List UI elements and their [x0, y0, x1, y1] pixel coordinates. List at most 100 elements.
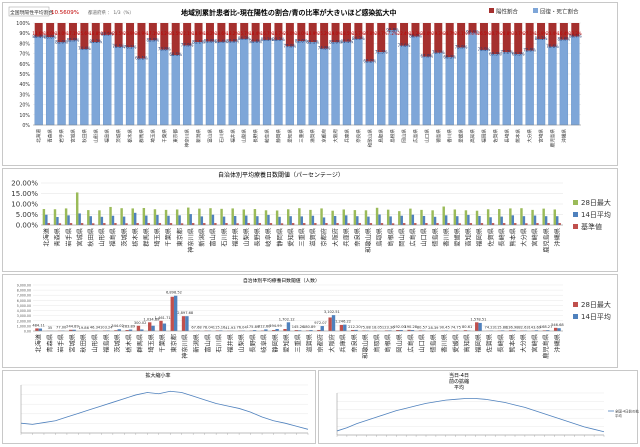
recovered-data-label: 77.0% — [284, 43, 297, 48]
recovered-data-label: 88.5% — [101, 32, 114, 37]
recovered-data-label: 82.9% — [67, 37, 80, 42]
max28-bar — [253, 209, 257, 225]
count-avg14-bar — [162, 323, 167, 331]
positive-bar — [514, 23, 523, 55]
max28-bar — [531, 209, 534, 225]
avg14-bar — [256, 216, 259, 225]
baseline-bar — [502, 223, 506, 225]
count-x-tick: 茨城県 — [114, 334, 122, 353]
max28-bar — [542, 208, 545, 225]
count-data-label: 123.36 — [382, 325, 395, 329]
expansion-rate-panel: 拡大縮小率 — [2, 370, 316, 444]
count-data-label: 972.07 — [314, 321, 327, 325]
percent-legend-label: 14日平均 — [581, 210, 611, 219]
ratio-y-tick: 70% — [19, 52, 30, 58]
percent-legend-swatch — [573, 212, 578, 217]
avg14-bar — [556, 216, 559, 225]
count-max28-bar — [170, 296, 174, 331]
max28-bar — [42, 209, 46, 225]
percent-x-tick: 山形県 — [98, 228, 106, 247]
recovered-bar — [548, 46, 557, 126]
count-legend-swatch — [573, 302, 578, 307]
positive-bar — [559, 23, 568, 40]
positive-data-label: 17.1% — [67, 31, 80, 36]
positive-data-label: 30.7% — [489, 31, 502, 36]
count-max28-bar — [294, 330, 298, 331]
baseline-bar — [291, 223, 295, 225]
count-data-label: 74.23 — [485, 326, 495, 330]
avg14-bar — [56, 217, 59, 225]
positive-data-label: 18.5% — [341, 31, 354, 36]
ratio-x-tick: 広島県 — [412, 129, 419, 143]
count-data-label: 115.88 — [495, 325, 508, 329]
recovered-bar — [171, 54, 180, 126]
positive-data-label: 17.1% — [147, 31, 160, 36]
recovered-bar — [228, 41, 237, 126]
max28-bar — [364, 210, 368, 225]
count-max28-bar — [272, 330, 276, 331]
recovered-data-label: 69.3% — [512, 51, 525, 56]
ratio-x-tick: 岡山県 — [401, 129, 408, 143]
count-data-label: 394.99 — [269, 324, 282, 328]
threshold-percent-chart: 自治体別平均療養日数閾値（パーセンテージ） 0.00% 5.00% 10.00% 15.… — [11, 171, 611, 253]
ratio-x-tick: 沖縄県 — [560, 129, 567, 143]
ratio-x-tick: 鹿児島県 — [549, 129, 556, 148]
baseline-bar — [480, 223, 484, 225]
count-legend-label: 14日平均 — [581, 312, 611, 321]
count-data-label: 190.28 — [404, 325, 417, 329]
percent-x-tick: 沖縄県 — [553, 228, 561, 247]
percent-x-tick: 兵庫県 — [342, 228, 350, 247]
count-max28-bar — [125, 330, 129, 331]
baseline-bar — [269, 223, 273, 225]
positive-bar — [46, 23, 55, 38]
count-y-tick: 5,000.00 — [17, 304, 31, 308]
ratio-x-tick: 兵庫県 — [343, 129, 350, 143]
avg14-bar — [189, 214, 192, 225]
percent-x-tick: 群馬県 — [143, 228, 151, 247]
count-x-tick: 広島県 — [407, 334, 415, 353]
max28-bar — [264, 210, 268, 225]
baseline-bar — [491, 223, 495, 225]
count-avg14-bar — [72, 329, 76, 331]
ratio-x-tick: 山形県 — [92, 129, 99, 143]
recovered-data-label: 84.3% — [238, 36, 251, 41]
count-avg14-bar — [343, 324, 347, 331]
percent-x-tick: 宮崎県 — [531, 228, 539, 247]
ratio-x-tick: 東京都 — [172, 129, 179, 143]
positive-data-label: 30.7% — [512, 31, 525, 36]
count-x-tick: 大阪府 — [328, 334, 336, 353]
recovered-bar — [137, 58, 146, 126]
count-x-tick: 佐賀県 — [486, 334, 494, 353]
count-data-label: 2,897.68 — [177, 311, 194, 315]
positive-data-label: 18.0% — [295, 31, 308, 36]
recovered-data-label: 86.7% — [569, 34, 582, 39]
percent-x-tick: 栃木県 — [131, 228, 139, 247]
percent-x-tick: 埼玉県 — [154, 228, 162, 247]
recovered-data-label: 76.1% — [124, 44, 137, 49]
avg14-bar — [311, 215, 315, 225]
count-avg14-bar — [388, 330, 392, 331]
baseline-bar — [447, 223, 450, 225]
count-avg14-bar — [275, 328, 279, 331]
recovered-bar — [240, 38, 249, 126]
max28-bar — [175, 209, 179, 225]
baseline-bar — [347, 223, 350, 225]
recovered-data-label: 81.6% — [249, 39, 262, 44]
count-avg14-bar — [38, 328, 43, 331]
avg14-bar — [89, 216, 92, 225]
recovered-bar — [160, 49, 169, 126]
baseline-bar — [314, 223, 317, 225]
percent-x-tick: 長崎県 — [498, 228, 506, 247]
count-data-label: 212.20 — [348, 325, 361, 329]
baseline-bar — [369, 223, 373, 225]
positive-bar — [400, 23, 409, 46]
max28-bar — [398, 211, 401, 225]
count-data-label: 180.89 — [303, 325, 316, 329]
positive-data-label: 33.0% — [421, 31, 434, 36]
count-max28-bar — [351, 329, 355, 331]
positive-data-label: 13.3% — [569, 31, 582, 36]
count-avg14-bar — [478, 322, 482, 331]
recovered-bar — [182, 45, 192, 126]
threshold-count-title: 自治体別平均療養日数閾値（人数） — [243, 277, 320, 284]
ratio-y-tick: 60% — [19, 62, 30, 68]
